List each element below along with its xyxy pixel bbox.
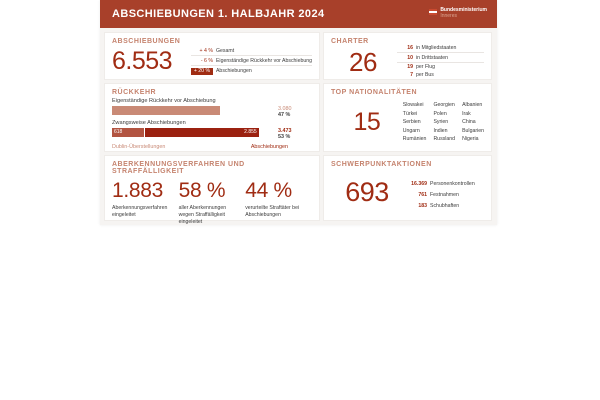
- page-title: ABSCHIEBUNGEN 1. HALBJAHR 2024: [112, 8, 325, 20]
- bar2-row: 618 2.855 3.473 53 %: [112, 127, 312, 141]
- charter-label-drittstaaten: in Drittstaaten: [416, 54, 449, 61]
- segment-abschiebungen: 2.855: [144, 127, 259, 137]
- logo-unit: Inneres: [440, 13, 457, 19]
- schwerpunkt-num: 16.369: [411, 181, 427, 188]
- bar1-label: Eigenständige Rückkehr vor Abschiebung: [112, 98, 216, 104]
- schwerpunkt-label: Schubhaften: [430, 202, 460, 209]
- kpi-straftaeter: 44 % verurteilte Straftäter bei Abschieb…: [245, 179, 312, 225]
- nationality: Serbien: [402, 119, 421, 125]
- stat-row-gesamt: + 4 % Gesamt: [190, 46, 312, 56]
- kpi-label: aller Aberkennungen wegen Straffälligkei…: [178, 205, 227, 225]
- charter-row-drittstaaten: 10 in Drittstaaten: [397, 53, 484, 63]
- nationality: Georgien: [433, 102, 455, 108]
- schwerpunkt-row-personenkontrollen: 16.369 Personenkontrollen: [403, 180, 484, 188]
- bar2-label: Zwangsweise Abschiebungen: [112, 120, 186, 127]
- card-title-schwerpunkt: SCHWERPUNKTAKTIONEN: [331, 161, 432, 168]
- card-title-rueckkehr: RÜCKKEHR: [112, 89, 157, 96]
- kpi-straffaelligkeit: 58 % aller Aberkennungen wegen Straffäll…: [179, 179, 246, 225]
- card-schwerpunkt: SCHWERPUNKTAKTIONEN 693 16.369 Personenk…: [323, 155, 492, 221]
- nationality: Ungarn: [402, 127, 420, 134]
- card-title-nationalitaeten: TOP NATIONALITÄTEN: [331, 89, 417, 96]
- charter-row-mitgliedstaaten: 16 in Mitgliedstaaten: [397, 44, 484, 54]
- bar2-total: 3.473: [278, 127, 292, 134]
- legend-dublin: Dublin-Überstellungen: [112, 143, 166, 150]
- charter-row-bus: 7 per Bus: [397, 71, 484, 79]
- logo-org: Bundesministerium: [440, 7, 487, 14]
- nationality: Türkei: [402, 110, 418, 117]
- schwerpunkt-num: 761: [418, 192, 427, 199]
- nationality: Indien: [433, 127, 448, 134]
- charter-total: 26: [349, 47, 377, 77]
- nationality: Slowakei: [402, 102, 424, 108]
- charter-num-drittstaaten: 10: [407, 54, 413, 61]
- stat-row-abschiebungen: + 20 % Abschiebungen: [190, 66, 312, 76]
- bar1-value: 3.080: [278, 105, 292, 112]
- kpi-value: 58 %: [178, 179, 226, 202]
- charter-num-mitgliedstaaten: 16: [407, 45, 413, 52]
- stat-row-eigenstaendig: - 6 % Eigenständige Rückkehr vor Abschie…: [190, 56, 312, 66]
- label-gesamt: Gesamt: [215, 47, 235, 54]
- card-title-aberkennung: ABERKENNUNGSVERFAHREN UND STRAFFÄLLIGKEI…: [112, 161, 245, 175]
- bar1-percent: 47 %: [278, 111, 291, 118]
- nationalitaeten-count: 15: [353, 107, 381, 136]
- nationality: China: [462, 119, 476, 125]
- dashboard: ABSCHIEBUNGEN 1. HALBJAHR 2024 Bundesmin…: [100, 0, 497, 225]
- card-title-charter: CHARTER: [331, 38, 369, 45]
- card-charter: CHARTER 26 16 in Mitgliedstaaten 10 in D…: [323, 32, 492, 80]
- schwerpunkt-row-festnahmen: 761 Festnahmen: [403, 191, 484, 199]
- label-eigenstaendig: Eigenständige Rückkehr vor Abschiebung: [215, 57, 312, 64]
- charter-num-bus: 7: [410, 72, 413, 79]
- legend-abschiebungen: Abschiebungen: [250, 143, 288, 150]
- card-aberkennung: ABERKENNUNGSVERFAHREN UND STRAFFÄLLIGKEI…: [104, 155, 320, 225]
- delta-eigenstaendig: - 6 %: [200, 57, 213, 64]
- schwerpunkt-label: Festnahmen: [430, 192, 459, 199]
- nationality: Albanien: [462, 102, 483, 108]
- card-abschiebungen: ABSCHIEBUNGEN 6.553 + 4 % Gesamt - 6 % E…: [104, 32, 320, 80]
- nationality: Syrien: [433, 119, 449, 125]
- nationality: Irak: [462, 110, 471, 117]
- bar-voluntary-fill: [112, 105, 220, 115]
- nationality: Nigeria: [462, 136, 479, 142]
- kpi-label: verurteilte Straftäter bei Abschiebungen: [245, 205, 300, 218]
- segment-dublin: 618: [112, 127, 144, 137]
- label-abschiebungen: Abschiebungen: [215, 68, 252, 74]
- card-title-abschiebungen: ABSCHIEBUNGEN: [112, 38, 181, 45]
- kpi-value: 1.883: [112, 179, 164, 202]
- schwerpunkt-row-schubhaften: 183 Schubhaften: [403, 202, 484, 210]
- bar2-percent: 53 %: [278, 134, 291, 141]
- ministry-logo: Bundesministerium Inneres: [429, 7, 487, 20]
- nationality: Rumänien: [402, 136, 427, 142]
- kpi-value: 44 %: [245, 179, 292, 202]
- nationality-columns: Slowakei Türkei Serbien Ungarn Rumänien …: [403, 102, 484, 146]
- bar-legend: Dublin-Überstellungen Abschiebungen: [112, 144, 288, 150]
- austria-flag-icon: [429, 9, 438, 16]
- charter-label-flug: per Flug: [416, 63, 436, 70]
- delta-gesamt: + 4 %: [199, 47, 213, 54]
- schwerpunkt-num: 183: [418, 202, 427, 209]
- card-rueckkehr: RÜCKKEHR Eigenständige Rückkehr vor Absc…: [104, 83, 320, 152]
- kpi-label: Aberkennungsverfahren eingeleitet: [112, 205, 168, 218]
- card-nationalitaeten: TOP NATIONALITÄTEN 15 Slowakei Türkei Se…: [323, 83, 492, 152]
- abschiebungen-total: 6.553: [112, 47, 173, 75]
- schwerpunkt-label: Personenkontrollen: [430, 181, 475, 188]
- card-grid: ABSCHIEBUNGEN 6.553 + 4 % Gesamt - 6 % E…: [100, 28, 497, 225]
- header: ABSCHIEBUNGEN 1. HALBJAHR 2024 Bundesmin…: [100, 0, 497, 28]
- charter-row-flug: 19 per Flug: [397, 63, 484, 71]
- bar1-row: 3.080 47 %: [112, 105, 312, 119]
- nationality: Polen: [433, 110, 447, 117]
- charter-num-flug: 19: [407, 63, 413, 70]
- charter-label-bus: per Bus: [416, 72, 434, 79]
- kpi-aberkennungsverfahren: 1.883 Aberkennungsverfahren eingeleitet: [112, 179, 179, 225]
- charter-label-mitgliedstaaten: in Mitgliedstaaten: [416, 45, 457, 52]
- schwerpunkt-total: 693: [345, 177, 389, 207]
- nationality: Bulgarien: [462, 127, 484, 134]
- bar-forced-group: 618 2.855: [112, 127, 259, 137]
- nationality: Russland: [433, 136, 456, 142]
- delta-abschiebungen-badge: + 20 %: [190, 67, 213, 75]
